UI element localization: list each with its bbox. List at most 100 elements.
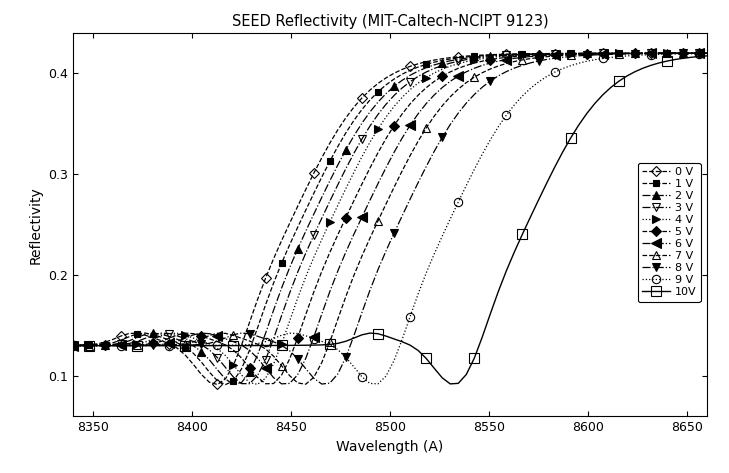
Line: 5 V: 5 V [69,50,711,387]
3 V [639,51,647,56]
6 V [454,73,463,79]
0 V [454,54,463,60]
9 V [639,52,647,58]
0 V [69,342,77,348]
Line: 3 V: 3 V [69,49,712,388]
9 V [486,137,495,142]
10V [462,372,471,377]
8 V [454,110,463,116]
8 V [486,78,495,84]
0 V [462,53,471,59]
2 V [454,56,463,62]
1 V [462,54,471,60]
8 V [69,343,77,349]
Line: 2 V: 2 V [69,49,712,388]
Line: 7 V: 7 V [69,49,712,388]
6 V [462,69,471,75]
6 V [510,55,519,61]
6 V [357,214,366,220]
Y-axis label: Reflectivity: Reflectivity [28,186,42,263]
4 V [462,59,471,64]
5 V [486,57,495,62]
1 V [69,342,77,348]
5 V [639,51,647,56]
3 V [510,52,519,58]
9 V [69,343,77,349]
2 V [229,382,238,387]
9 V [462,183,471,188]
4 V [253,382,262,387]
4 V [703,51,712,56]
0 V [357,95,366,101]
7 V [69,343,77,349]
4 V [486,55,495,61]
2 V [510,52,519,57]
0 V [486,52,495,58]
9 V [349,364,358,370]
5 V [261,381,270,386]
9 V [510,102,519,107]
Line: 0 V: 0 V [69,50,711,388]
7 V [639,51,647,56]
7 V [703,51,712,56]
2 V [462,55,471,61]
3 V [703,51,712,56]
6 V [703,51,712,56]
1 V [510,52,519,57]
3 V [486,54,495,60]
7 V [357,253,366,259]
5 V [703,51,712,56]
5 V [462,62,471,68]
9 V [454,199,463,205]
4 V [639,51,647,56]
Line: 6 V: 6 V [68,48,712,389]
3 V [357,136,366,142]
7 V [486,66,495,72]
1 V [486,53,495,58]
9 V [703,51,712,56]
2 V [703,51,712,56]
Legend: 0 V, 1 V, 2 V, 3 V, 4 V, 5 V, 6 V, 7 V, 8 V, 9 V, 10V: 0 V, 1 V, 2 V, 3 V, 4 V, 5 V, 6 V, 7 V, … [638,163,701,302]
1 V [454,55,463,61]
7 V [510,59,519,64]
8 V [639,51,647,57]
8 V [357,310,366,315]
1 V [703,51,712,56]
Line: 10V: 10V [68,51,712,389]
2 V [69,342,77,348]
6 V [277,381,286,387]
Line: 4 V: 4 V [69,49,712,388]
10V [446,381,455,387]
4 V [510,53,519,58]
9 V [373,381,382,387]
1 V [357,107,366,113]
1 V [639,51,647,56]
7 V [454,86,463,92]
0 V [639,51,647,56]
5 V [454,65,463,71]
0 V [213,382,222,387]
X-axis label: Wavelength (A): Wavelength (A) [336,440,444,454]
4 V [357,154,366,160]
10V [639,65,647,71]
Line: 9 V: 9 V [69,49,712,388]
5 V [69,343,77,349]
10V [703,53,712,59]
6 V [486,60,495,66]
3 V [245,381,254,386]
2 V [357,121,366,126]
2 V [639,51,647,56]
Title: SEED Reflectivity (MIT-Caltech-NCIPT 9123): SEED Reflectivity (MIT-Caltech-NCIPT 912… [232,14,548,29]
8 V [510,65,519,71]
3 V [454,58,463,64]
4 V [454,61,463,67]
10V [454,380,463,386]
10V [349,335,358,341]
8 V [317,381,326,387]
Line: 8 V: 8 V [69,49,712,388]
7 V [301,381,310,387]
Line: 1 V: 1 V [69,50,711,388]
10V [510,249,519,254]
3 V [69,342,77,348]
7 V [462,80,471,86]
